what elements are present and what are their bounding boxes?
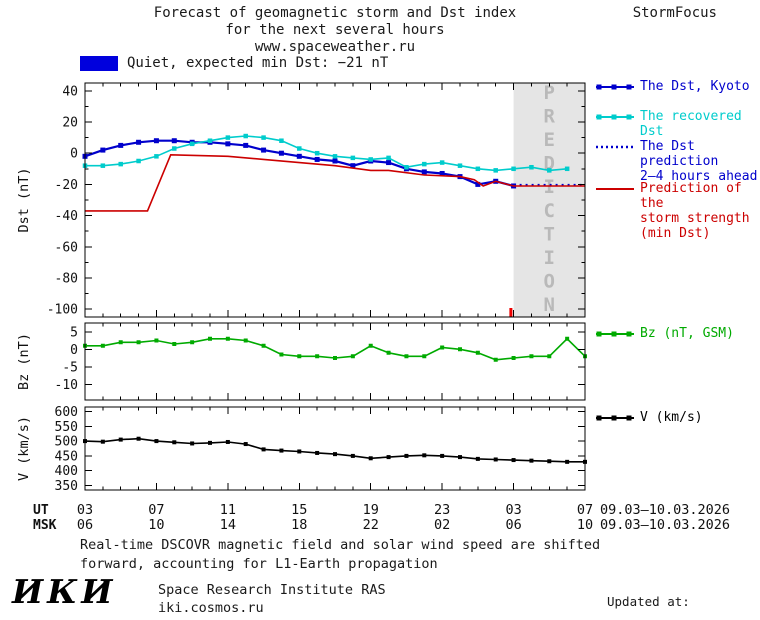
svg-text:09.03–10.03.2026: 09.03–10.03.2026 (600, 517, 730, 533)
updated-block: Updated at: UT 03:05, 10.03.2026 MSK 06:… (597, 564, 755, 620)
svg-text:20: 20 (62, 116, 78, 131)
svg-text:40: 40 (62, 84, 78, 99)
brand-stormfocus: StormFocus (632, 5, 717, 21)
svg-text:23: 23 (434, 502, 450, 518)
svg-text:14: 14 (220, 517, 236, 533)
svg-text:UT: UT (33, 503, 49, 518)
legend-label-recovered: The recovered Dst (640, 109, 742, 139)
legend-label-bz: Bz (nT, GSM) (640, 326, 734, 341)
series-v-km-s- (83, 436, 587, 464)
title-line-1: Forecast of geomagnetic storm and Dst in… (153, 5, 517, 21)
svg-text:02: 02 (434, 517, 450, 533)
institute-name: Space Research Institute RAS (158, 582, 386, 598)
legend-swatch-kyoto (596, 84, 634, 90)
title-line-2: for the next several hours (225, 22, 445, 38)
svg-text:D: D (544, 153, 555, 175)
svg-text:-5: -5 (62, 360, 78, 375)
legend-prediction: The Dst prediction 2–4 hours ahead (595, 139, 760, 184)
bz-panel: 5 0 -5 -10 Bz (nT) (16, 322, 587, 401)
svg-text:C: C (544, 200, 555, 222)
institute-site: iki.cosmos.ru (158, 600, 264, 616)
v-axis-label: V (km/s) (16, 416, 32, 481)
svg-text:03: 03 (505, 502, 521, 518)
svg-text:600: 600 (55, 405, 78, 420)
svg-text:500: 500 (55, 435, 78, 450)
svg-text:06: 06 (505, 517, 521, 533)
svg-text:N: N (544, 294, 555, 316)
svg-text:550: 550 (55, 420, 78, 435)
svg-text:P: P (544, 82, 555, 104)
svg-text:07: 07 (577, 502, 593, 518)
legend-label-v: V (km/s) (640, 410, 703, 425)
svg-text:22: 22 (363, 517, 379, 533)
legend-swatch-v (596, 415, 634, 421)
legend-label-storm: Prediction of the storm strength (min Dst) (640, 181, 750, 241)
bz-axis-label: Bz (nT) (16, 333, 32, 390)
legend-v: V (km/s) (595, 410, 703, 425)
svg-text:-20: -20 (55, 178, 78, 193)
svg-text:10: 10 (577, 517, 593, 533)
svg-text:O: O (544, 270, 555, 292)
svg-text:400: 400 (55, 464, 78, 479)
svg-text:06: 06 (77, 517, 93, 533)
footnote-line-2: forward, accounting for L1-Earth propaga… (80, 556, 438, 572)
svg-text:-100: -100 (47, 303, 78, 318)
prediction-band (513, 83, 585, 317)
msk-row: MSK 06 10 14 18 22 02 06 10 09.03–10.03.2026 (33, 517, 730, 533)
series-bz-nt-gsm- (83, 336, 587, 362)
legend-kyoto: The Dst, Kyoto (595, 79, 750, 94)
svg-text:09.03–10.03.2026: 09.03–10.03.2026 (600, 502, 730, 518)
updated-label: Updated at: (607, 594, 690, 609)
svg-text:E: E (544, 129, 555, 151)
svg-text:0: 0 (70, 147, 78, 162)
svg-text:15: 15 (291, 502, 307, 518)
legend-swatch-bz (596, 331, 634, 337)
legend-label-prediction: The Dst prediction 2–4 hours ahead (640, 139, 758, 184)
svg-text:07: 07 (148, 502, 164, 518)
svg-text:T: T (544, 223, 555, 245)
svg-text:-40: -40 (55, 209, 78, 224)
footnote-line-1: Real-time DSCOVR magnetic field and sola… (80, 537, 601, 553)
dst-axis-label: Dst (nT) (16, 167, 32, 232)
footnote: Real-time DSCOVR magnetic field and sola… (80, 536, 600, 574)
legend-storm: Prediction of the storm strength (min Dst) (595, 181, 760, 241)
svg-text:-10: -10 (55, 378, 78, 393)
svg-text:5: 5 (70, 325, 78, 340)
status-line: Quiet, expected min Dst: −21 nT (80, 55, 388, 71)
svg-text:10: 10 (148, 517, 164, 533)
svg-text:19: 19 (363, 502, 379, 518)
svg-text:I: I (544, 247, 555, 269)
svg-text:450: 450 (55, 449, 78, 464)
svg-text:11: 11 (220, 502, 236, 518)
svg-text:0: 0 (70, 343, 78, 358)
svg-text:I: I (544, 176, 555, 198)
svg-text:R: R (544, 106, 556, 128)
svg-text:03: 03 (77, 502, 93, 518)
svg-text:-60: -60 (55, 240, 78, 255)
svg-text:MSK: MSK (33, 518, 57, 533)
legend-swatch-storm (596, 188, 634, 190)
series-prediction-of-the-storm-strength-min-dst- (85, 153, 585, 212)
legend-bz: Bz (nT, GSM) (595, 326, 734, 341)
svg-text:-80: -80 (55, 272, 78, 287)
svg-text:18: 18 (291, 517, 307, 533)
legend-recovered: The recovered Dst (595, 109, 760, 139)
legend-swatch-recovered (596, 114, 634, 120)
legend-label-kyoto: The Dst, Kyoto (640, 79, 750, 94)
title-site-url: www.spaceweather.ru (254, 39, 416, 55)
page-title: Forecast of geomagnetic storm and Dst in… (85, 5, 585, 56)
svg-text:350: 350 (55, 479, 78, 494)
ut-row: UT 03 07 11 15 19 23 03 07 09.03–10.03.2026 (33, 502, 730, 518)
status-level-swatch (80, 55, 118, 71)
status-text: Quiet, expected min Dst: −21 nT (127, 55, 389, 71)
iki-logo: ИКИ (12, 572, 117, 611)
legend-swatch-prediction (596, 145, 634, 149)
